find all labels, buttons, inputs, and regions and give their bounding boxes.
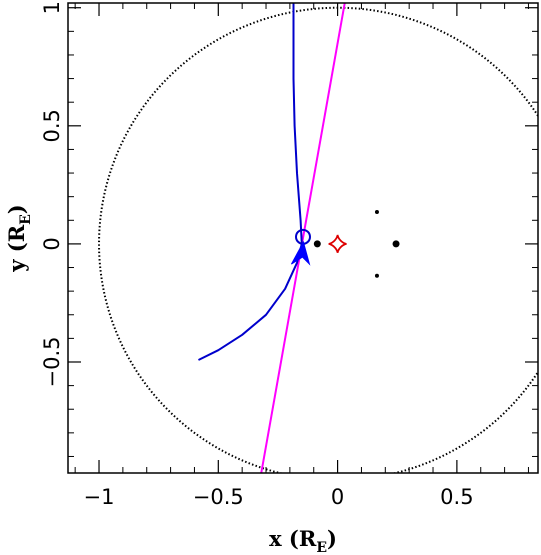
image-trajectory-curve (198, 3, 303, 361)
x-axis-label-main: x (R (269, 526, 317, 551)
y-tick-label: −0.5 (40, 336, 64, 387)
trajectory-arrow-marker (290, 240, 311, 266)
y-tick-label: 0.5 (40, 109, 64, 142)
source-trajectory-line (260, 3, 346, 473)
y-axis-label: y (RE) (4, 204, 34, 273)
caustic-curve (328, 234, 347, 254)
y-axis-label-close: ) (4, 204, 29, 214)
x-axis-label-close: ) (327, 526, 337, 551)
x-tick-label: −1 (84, 485, 115, 509)
plot-frame (67, 2, 539, 474)
x-tick-label: 0 (331, 485, 344, 509)
y-tick-label: 0 (40, 237, 64, 250)
x-axis-label-sub: E (316, 540, 327, 555)
lens-mass-4 (374, 273, 379, 278)
lens-mass-3 (374, 210, 379, 215)
lens-mass-1 (313, 240, 321, 248)
x-tick-label: −0.5 (193, 485, 244, 509)
y-tick-label: 1 (40, 1, 64, 14)
y-axis-label-sub: E (18, 214, 34, 225)
x-axis-label: x (RE) (269, 526, 337, 555)
lens-mass-2 (392, 240, 400, 248)
y-axis-label-main: y (R (4, 224, 29, 272)
x-tick-label: 0.5 (440, 485, 473, 509)
